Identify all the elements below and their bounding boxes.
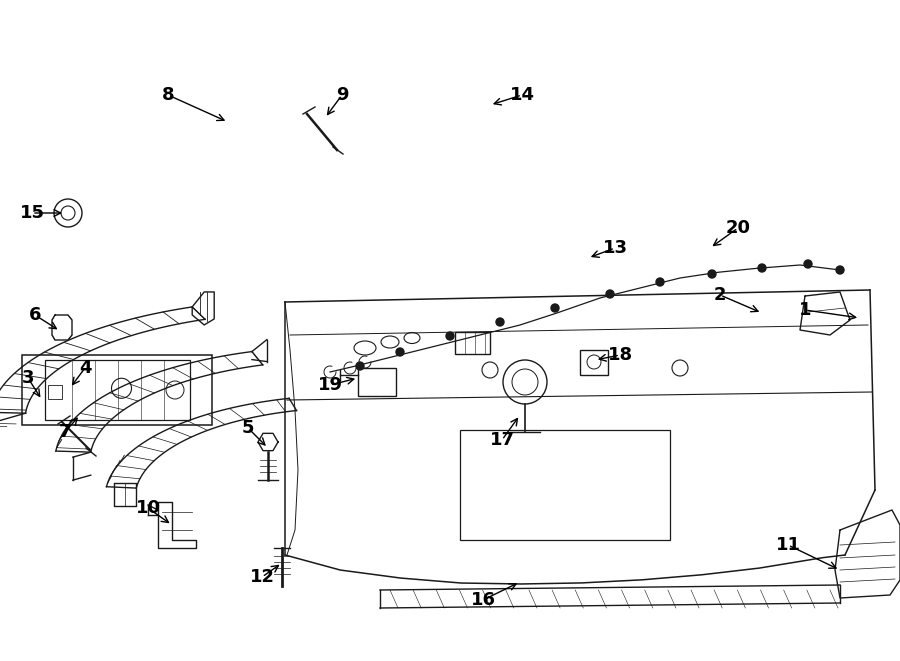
Text: 20: 20: [725, 219, 751, 237]
Text: 15: 15: [20, 204, 44, 222]
Text: 9: 9: [336, 86, 348, 104]
Bar: [460, 430, 670, 540]
Circle shape: [804, 260, 812, 268]
Text: 7: 7: [58, 423, 71, 441]
Text: 5: 5: [242, 419, 254, 437]
Text: 10: 10: [136, 499, 160, 517]
Text: 19: 19: [318, 376, 343, 394]
Text: 18: 18: [608, 346, 633, 364]
Bar: [45, 360, 190, 420]
Text: 14: 14: [509, 86, 535, 104]
Circle shape: [446, 332, 454, 340]
Circle shape: [396, 348, 404, 356]
Bar: [358, 368, 396, 396]
Text: 3: 3: [22, 369, 34, 387]
Text: 16: 16: [471, 591, 496, 609]
Text: 6: 6: [29, 306, 41, 324]
Circle shape: [606, 290, 614, 298]
Bar: [455, 332, 490, 354]
Circle shape: [496, 318, 504, 326]
Circle shape: [708, 270, 716, 278]
Circle shape: [758, 264, 766, 272]
Circle shape: [836, 266, 844, 274]
Bar: [580, 350, 608, 375]
Circle shape: [551, 304, 559, 312]
Text: 17: 17: [490, 431, 515, 449]
Text: 12: 12: [249, 568, 274, 586]
Bar: [22, 355, 212, 425]
Text: 4: 4: [79, 359, 91, 377]
Text: 2: 2: [714, 286, 726, 304]
Text: 8: 8: [162, 86, 175, 104]
Circle shape: [656, 278, 664, 286]
Text: 11: 11: [776, 536, 800, 554]
Bar: [48, 385, 62, 399]
Text: 13: 13: [602, 239, 627, 257]
Text: 1: 1: [799, 301, 811, 319]
Circle shape: [356, 362, 364, 370]
